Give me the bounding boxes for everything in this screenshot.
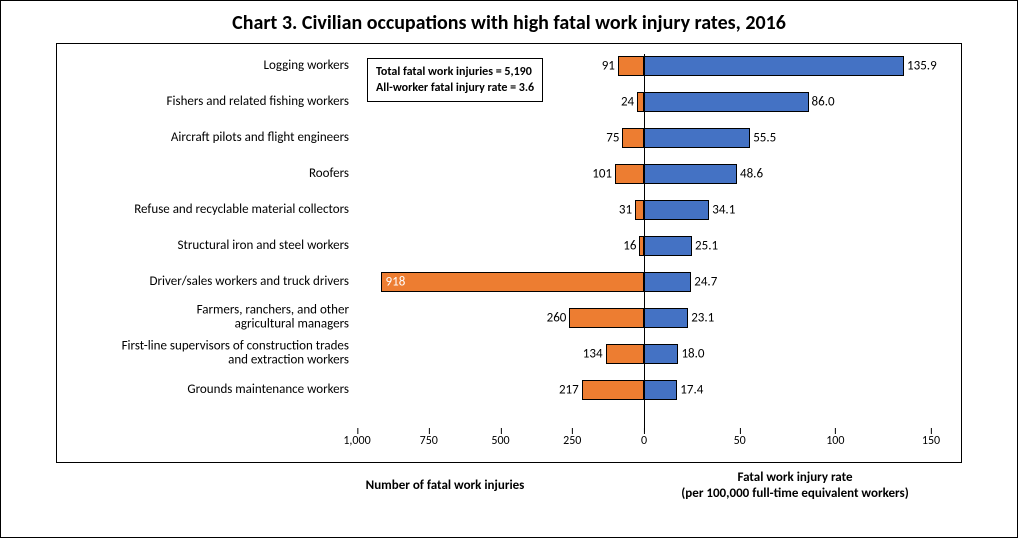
bar-row: Driver/sales workers and truck drivers91… — [357, 270, 931, 294]
x-tick: 50 — [734, 434, 746, 448]
rate-bar: 55.5 — [644, 128, 750, 148]
x-tick: 750 — [420, 434, 438, 448]
category-label: Roofers — [57, 167, 357, 181]
count-value: 31 — [619, 203, 636, 218]
right-axis-title-line2: (per 100,000 full-time equivalent worker… — [681, 486, 909, 501]
count-value: 918 — [386, 275, 406, 290]
count-value: 217 — [559, 383, 583, 398]
category-label: Grounds maintenance workers — [57, 383, 357, 397]
count-bar: 24 — [637, 92, 644, 112]
x-tick: 250 — [563, 434, 581, 448]
x-tick: 0 — [641, 434, 647, 448]
rate-value: 135.9 — [903, 59, 937, 74]
rate-value: 17.4 — [676, 383, 703, 398]
right-axis-title: Fatal work injury rate (per 100,000 full… — [620, 470, 970, 501]
count-value: 75 — [606, 131, 623, 146]
count-bar: 31 — [635, 200, 644, 220]
count-value: 16 — [623, 239, 640, 254]
rate-bar: 135.9 — [644, 56, 904, 76]
rate-value: 86.0 — [808, 95, 835, 110]
chart-area: Logging workers91135.9Fishers and relate… — [56, 43, 962, 463]
bar-row: First-line supervisors of construction t… — [357, 342, 931, 366]
bar-row: Grounds maintenance workers21717.4 — [357, 378, 931, 402]
rate-value: 34.1 — [708, 203, 735, 218]
bar-row: Refuse and recyclable material collector… — [357, 198, 931, 222]
rate-value: 55.5 — [749, 131, 776, 146]
count-value: 24 — [621, 95, 638, 110]
bar-row: Roofers10148.6 — [357, 162, 931, 186]
right-axis-title-line1: Fatal work injury rate — [738, 470, 853, 485]
count-value: 134 — [583, 347, 607, 362]
x-tick: 150 — [922, 434, 940, 448]
rate-value: 23.1 — [687, 311, 714, 326]
rate-bar: 48.6 — [644, 164, 737, 184]
count-bar: 217 — [582, 380, 644, 400]
bar-row: Farmers, ranchers, and otheragricultural… — [357, 306, 931, 330]
count-bar: 91 — [618, 56, 644, 76]
category-label: Driver/sales workers and truck drivers — [57, 275, 357, 289]
x-axis: 1,000750500250050100150 — [357, 432, 931, 452]
rate-bar: 24.7 — [644, 272, 691, 292]
count-bar: 260 — [569, 308, 644, 328]
count-bar: 134 — [606, 344, 644, 364]
rate-bar: 23.1 — [644, 308, 688, 328]
legend-line-2: All-worker fatal injury rate = 3.6 — [376, 81, 534, 95]
category-label: Logging workers — [57, 59, 357, 73]
count-bar: 75 — [622, 128, 644, 148]
category-label: Farmers, ranchers, and otheragricultural… — [57, 304, 357, 333]
rate-value: 25.1 — [691, 239, 718, 254]
chart-title: Chart 3. Civilian occupations with high … — [31, 11, 987, 35]
legend-line-1: Total fatal work injuries = 5,190 — [376, 65, 534, 79]
bar-row: Structural iron and steel workers1625.1 — [357, 234, 931, 258]
legend-box: Total fatal work injuries = 5,190 All-wo… — [367, 58, 543, 102]
category-label: Fishers and related fishing workers — [57, 95, 357, 109]
category-label: Aircraft pilots and flight engineers — [57, 131, 357, 145]
plot-region: Logging workers91135.9Fishers and relate… — [357, 54, 931, 432]
count-value: 101 — [592, 167, 616, 182]
count-value: 260 — [547, 311, 571, 326]
x-tick: 100 — [826, 434, 844, 448]
rate-value: 48.6 — [736, 167, 763, 182]
category-label: Structural iron and steel workers — [57, 239, 357, 253]
rate-value: 18.0 — [677, 347, 704, 362]
category-label: First-line supervisors of construction t… — [57, 340, 357, 369]
rate-bar: 25.1 — [644, 236, 692, 256]
count-bar: 918 — [381, 272, 644, 292]
category-label: Refuse and recyclable material collector… — [57, 203, 357, 217]
x-tick: 500 — [491, 434, 509, 448]
rate-bar: 17.4 — [644, 380, 677, 400]
left-axis-title: Number of fatal work injuries — [270, 478, 620, 494]
count-bar: 101 — [615, 164, 644, 184]
rate-value: 24.7 — [690, 275, 717, 290]
rate-bar: 34.1 — [644, 200, 709, 220]
count-value: 91 — [602, 59, 619, 74]
rate-bar: 86.0 — [644, 92, 809, 112]
rate-bar: 18.0 — [644, 344, 678, 364]
bar-row: Aircraft pilots and flight engineers7555… — [357, 126, 931, 150]
x-tick: 1,000 — [343, 434, 370, 448]
